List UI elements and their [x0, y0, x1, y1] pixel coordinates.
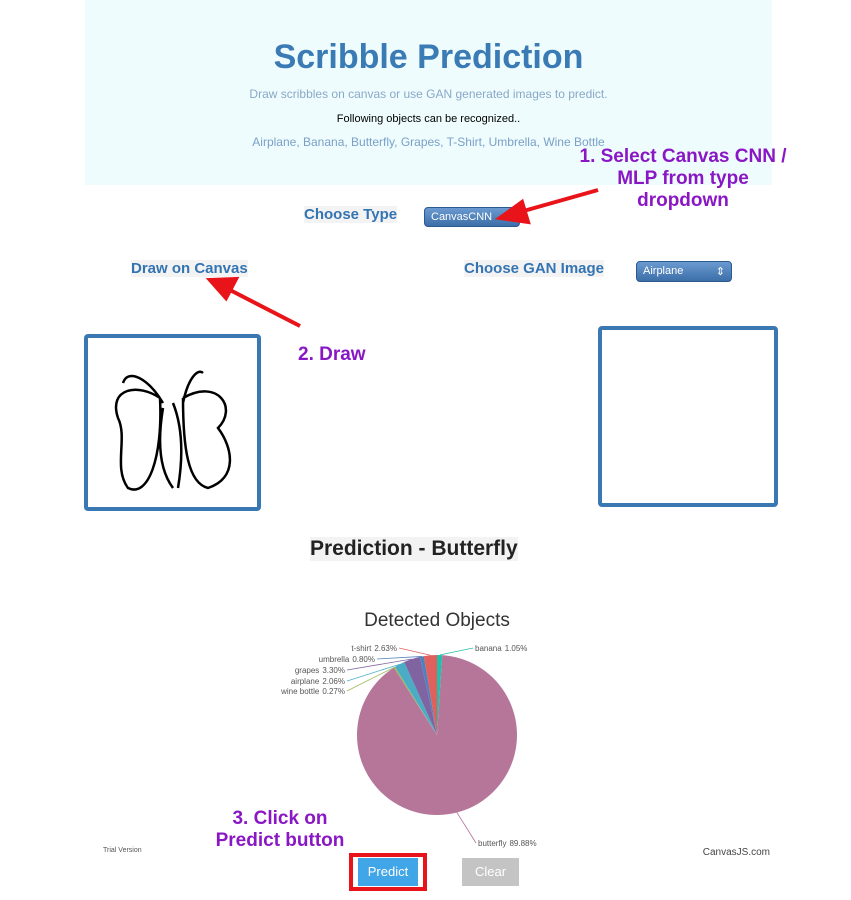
clear-button[interactable]: Clear [462, 858, 519, 886]
annotation: 3. Click on Predict button [215, 808, 345, 851]
type-label: Choose Type [304, 206, 398, 223]
pie-slice [404, 656, 437, 735]
slice-label: banana 1.05% [475, 644, 527, 653]
chart: Detected Objects Trial Version CanvasJS.… [103, 610, 770, 858]
slice-label: wine bottle 0.27% [280, 687, 345, 696]
pie-slice [393, 666, 437, 735]
label-line [456, 812, 477, 844]
predict-button[interactable]: Predict [358, 858, 418, 886]
chart-title: Detected Objects [364, 610, 510, 631]
pie-slice [357, 655, 517, 815]
prediction: Prediction - Butterfly [310, 537, 518, 561]
slice-label: umbrella 0.80% [319, 655, 375, 664]
gan-image [598, 326, 778, 507]
scribble [114, 370, 232, 491]
trial-text: Trial Version [103, 847, 142, 854]
slice-name: grapes [295, 666, 319, 675]
pie-slice [395, 662, 437, 735]
draw-canvas[interactable] [84, 334, 261, 511]
slice-value: 89.88% [509, 839, 536, 848]
slice-name: airplane [291, 677, 320, 686]
gan-select[interactable]: Airplane ⇕ [636, 261, 732, 282]
slice-value: 3.30% [322, 666, 345, 675]
pie-slice [423, 655, 437, 735]
slice-name: wine bottle [280, 687, 320, 696]
slice-name: t-shirt [351, 644, 372, 653]
highlight [349, 853, 427, 891]
label-line [439, 647, 474, 656]
header: Scribble Prediction Draw scribbles on ca… [85, 0, 772, 185]
slice-label: t-shirt 2.63% [351, 644, 397, 653]
gan-label: Choose GAN Image [464, 260, 605, 277]
label-line [346, 666, 395, 692]
slice-value: 0.27% [322, 687, 345, 696]
slice-name: umbrella [319, 655, 350, 664]
slice-name: banana [475, 644, 502, 653]
slice-value: 2.63% [374, 644, 397, 653]
pie-slice [419, 656, 437, 735]
label-line [346, 658, 412, 671]
slice-label: grapes 3.30% [295, 666, 345, 675]
slice-label: airplane 2.06% [291, 677, 345, 686]
note: Following objects can be recognized.. [336, 113, 521, 125]
label-line [376, 656, 422, 660]
label-line [346, 663, 400, 682]
slice-value: 1.05% [505, 644, 528, 653]
gan-value: Airplane [643, 265, 684, 277]
annotation: 1. Select Canvas CNN / MLP from type dro… [579, 146, 787, 211]
label-line [398, 647, 431, 656]
type-select[interactable]: CanvasCNN [424, 207, 520, 227]
object-list: Airplane, Banana, Butterfly, Grapes, T-S… [252, 135, 605, 149]
slice-value: 0.80% [352, 655, 375, 664]
slice-name: butterfly [478, 839, 506, 848]
annotation: 2. Draw [298, 344, 366, 365]
pie-slice [437, 655, 443, 735]
slice-label: butterfly 89.88% [478, 839, 537, 848]
brand: CanvasJS.com [703, 847, 770, 858]
title: Scribble Prediction [273, 38, 584, 76]
slice-value: 2.06% [322, 677, 345, 686]
subtitle: Draw scribbles on canvas or use GAN gene… [249, 87, 608, 101]
canvas-label: Draw on Canvas [131, 260, 248, 277]
